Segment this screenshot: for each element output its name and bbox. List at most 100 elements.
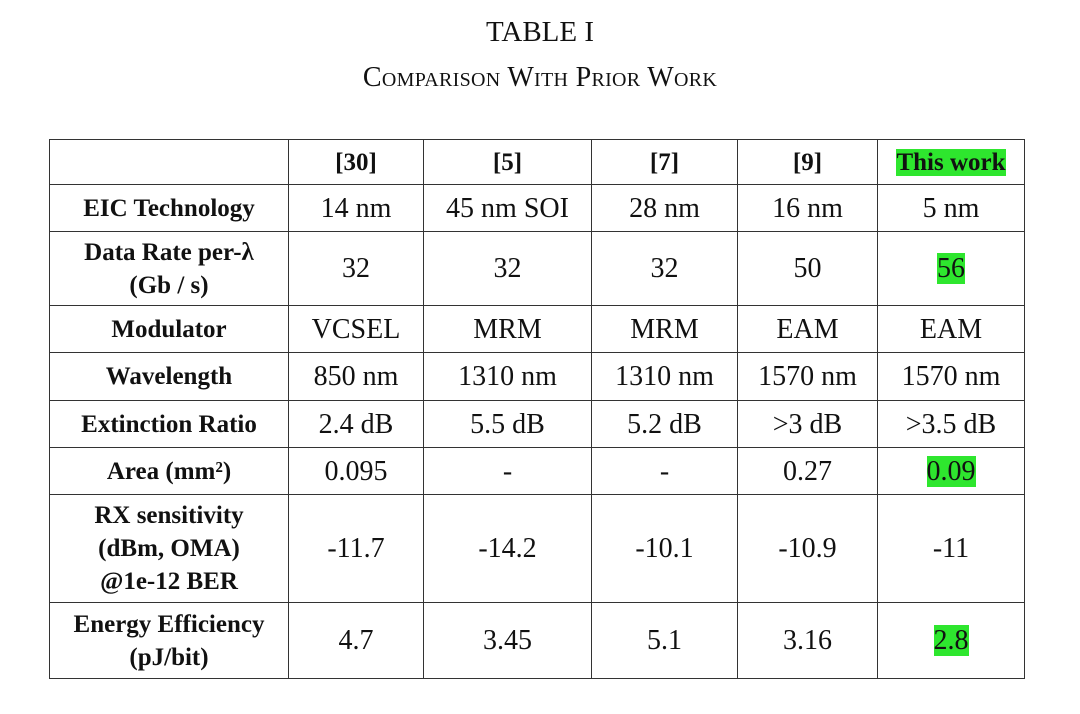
cell-text: 5.1 (647, 625, 682, 656)
table-cell: 32 (591, 231, 738, 306)
table-cell: Modulator (49, 305, 289, 353)
table-cell: >3.5 dB (877, 400, 1025, 448)
cell-text: -10.1 (635, 533, 694, 564)
table-cell: -11.7 (288, 494, 424, 603)
table-row: Wavelength 850 nm 1310 nm 1310 nm 1570 nm 157… (49, 352, 1025, 401)
table-cell: Wavelength (49, 352, 289, 401)
cell-text: 2.8 (933, 625, 969, 656)
cell-text: -14.2 (478, 533, 537, 564)
table-cell: 1570 nm (737, 352, 878, 401)
table-cell: EAM (877, 305, 1025, 353)
table-cell: EIC Technology (49, 184, 289, 232)
table-row: EIC Technology 14 nm 45 nm SOI 28 nm 16 nm 5 … (49, 184, 1025, 232)
cell-text: 850 nm (313, 361, 399, 392)
cell-text: 50 (793, 253, 822, 284)
table-cell: [30] (288, 139, 424, 185)
row-label: Extinction Ratio (81, 410, 257, 438)
cell-text: 32 (493, 253, 522, 284)
cell-text: 5 nm (922, 192, 980, 224)
table-row: Energy Efficiency (pJ/bit) 4.7 3.45 5.1 3.16… (49, 602, 1025, 679)
row-label: Energy Efficiency (pJ/bit) (73, 610, 265, 671)
row-label: Area (mm²) (106, 457, 232, 485)
table-cell: 28 nm (591, 184, 738, 232)
table-cell: 14 nm (288, 184, 424, 232)
cell-text: 3.16 (783, 625, 832, 656)
table-cell: 0.09 (877, 447, 1025, 495)
cell-text: -11.7 (327, 533, 385, 564)
cell-text: 14 nm (320, 192, 392, 224)
table-row: Area (mm²) 0.095 - - 0.27 0.09 (49, 447, 1025, 495)
table-cell (49, 139, 289, 185)
table-cell: Extinction Ratio (49, 400, 289, 448)
table-cell: -10.1 (591, 494, 738, 603)
column-header: [5] (492, 148, 523, 176)
table-cell: 32 (288, 231, 424, 306)
comparison-table: [30] [5] [7] [9] This work EIC Technology 14 n… (49, 139, 1025, 679)
cell-text: 16 nm (772, 192, 843, 224)
table-cell: -14.2 (423, 494, 592, 603)
table-cell: 1310 nm (591, 352, 738, 401)
table-cell: MRM (591, 305, 738, 353)
table-cell: 32 (423, 231, 592, 306)
cell-text: 1310 nm (615, 361, 714, 392)
cell-text: 5.2 dB (627, 408, 702, 440)
table-cell: 1570 nm (877, 352, 1025, 401)
table-cell: -11 (877, 494, 1025, 603)
cell-text: -10.9 (778, 533, 837, 564)
cell-text: EAM (776, 313, 839, 345)
row-label: Data Rate per-λ (Gb / s) (84, 238, 254, 299)
cell-text: VCSEL (311, 313, 401, 345)
cell-text: 45 nm SOI (446, 192, 569, 224)
table-cell: [7] (591, 139, 738, 185)
table-cell: - (423, 447, 592, 495)
table-title: TABLE I (485, 16, 594, 48)
cell-text: 56 (937, 253, 965, 284)
cell-text: 0.27 (783, 455, 832, 487)
column-header: This work (896, 148, 1006, 176)
table-cell: 850 nm (288, 352, 424, 401)
table-cell: >3 dB (737, 400, 878, 448)
cell-text: EAM (919, 313, 983, 345)
table-cell: 16 nm (737, 184, 878, 232)
table-cell: 50 (737, 231, 878, 306)
table-cell: Energy Efficiency (pJ/bit) (49, 602, 289, 679)
cell-text: MRM (473, 313, 542, 345)
table-row: Data Rate per-λ (Gb / s) 32 32 32 50 56 (49, 231, 1025, 306)
row-label: RX sensitivity (dBm, OMA) @1e-12 BER (94, 502, 244, 595)
row-label: Wavelength (105, 363, 233, 390)
table-cell: 56 (877, 231, 1025, 306)
cell-text: 1310 nm (458, 361, 557, 392)
cell-text: 4.7 (338, 625, 374, 656)
table-row: Extinction Ratio 2.4 dB 5.5 dB 5.2 dB >3 dB >… (49, 400, 1025, 448)
cell-text: -11 (932, 533, 970, 564)
table-cell: [9] (737, 139, 878, 185)
table-cell: 5.5 dB (423, 400, 592, 448)
cell-text: 32 (342, 253, 370, 284)
table-cell: 45 nm SOI (423, 184, 592, 232)
cell-text: 32 (650, 253, 679, 284)
table-subtitle: Comparison With Prior Work (362, 62, 718, 93)
table-cell: RX sensitivity (dBm, OMA) @1e-12 BER (49, 494, 289, 603)
row-label: Modulator (111, 315, 227, 343)
table-cell: VCSEL (288, 305, 424, 353)
cell-text: 0.095 (324, 455, 388, 487)
table-cell: 0.095 (288, 447, 424, 495)
table-cell: [5] (423, 139, 592, 185)
table-cell: This work (877, 139, 1025, 185)
table-cell: 2.4 dB (288, 400, 424, 448)
row-label: EIC Technology (83, 194, 255, 222)
column-header: [7] (649, 148, 680, 176)
table-cell: 3.16 (737, 602, 878, 679)
cell-text: 1570 nm (901, 361, 1001, 392)
cell-text: MRM (630, 313, 699, 345)
table-cell: 5.2 dB (591, 400, 738, 448)
cell-text: 3.45 (483, 625, 532, 656)
table-row: [30] [5] [7] [9] This work (49, 139, 1025, 185)
table-cell: -10.9 (737, 494, 878, 603)
cell-text: 28 nm (629, 192, 700, 224)
table-cell: 1310 nm (423, 352, 592, 401)
cell-text: >3.5 dB (905, 408, 997, 440)
table-cell: 0.27 (737, 447, 878, 495)
table-cell: Data Rate per-λ (Gb / s) (49, 231, 289, 306)
